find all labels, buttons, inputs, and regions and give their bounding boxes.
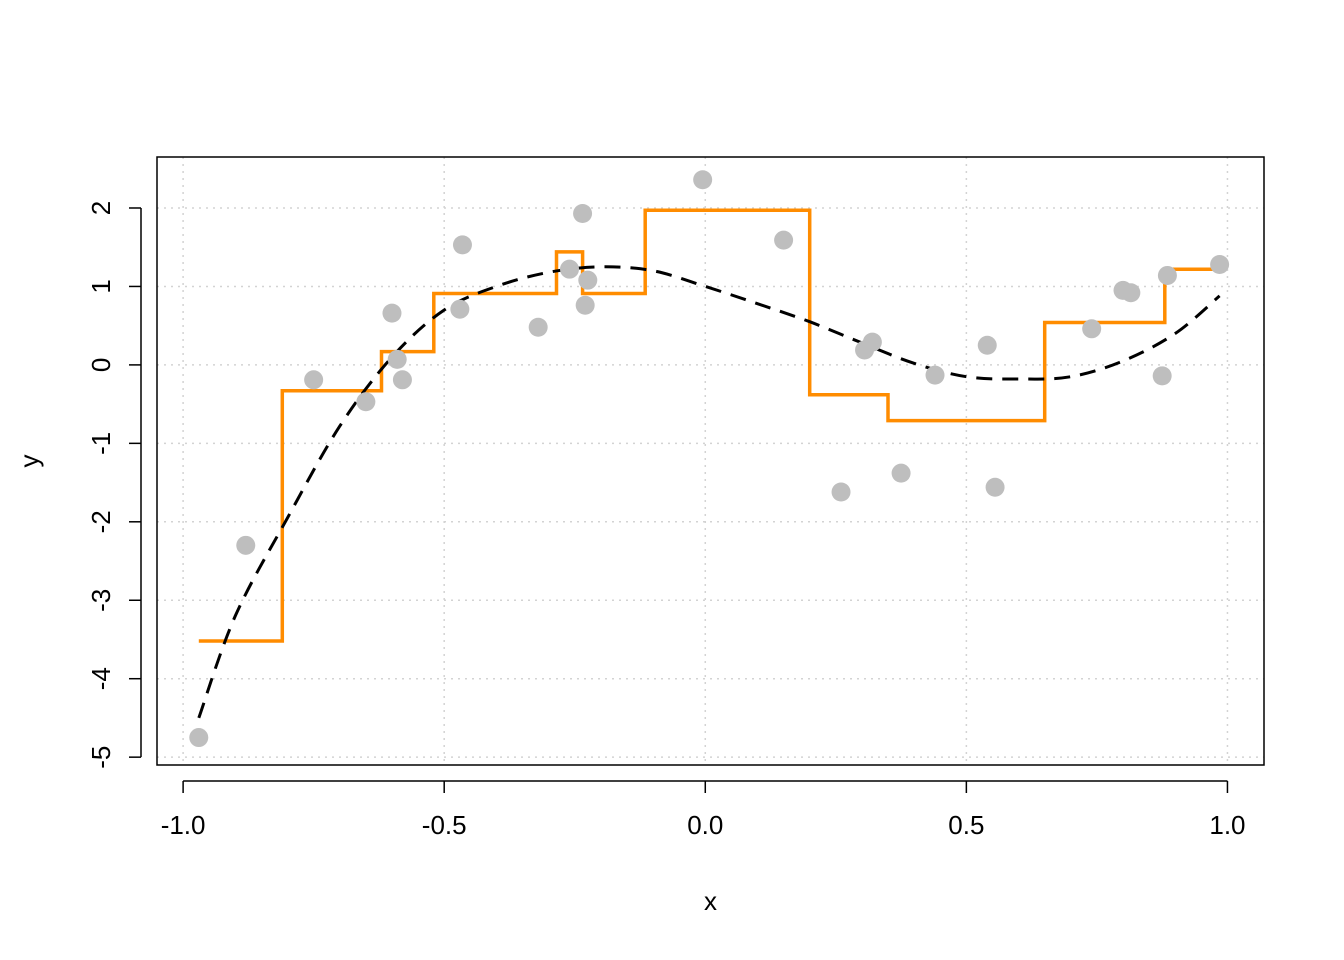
- scatter-point: [891, 463, 911, 483]
- scatter-point: [1082, 319, 1102, 339]
- x-tick-label: 0.0: [687, 810, 723, 840]
- scatter-point: [452, 235, 472, 255]
- plot-box: [156, 156, 1265, 766]
- scatter-point: [573, 203, 593, 223]
- y-tick-label: -3: [86, 589, 116, 612]
- scatter-point: [925, 365, 945, 385]
- scatter-point: [1210, 254, 1230, 274]
- scatter-point: [831, 482, 851, 502]
- scatter-point: [356, 392, 376, 412]
- scatter-point: [1152, 366, 1172, 386]
- scatter-point: [382, 303, 402, 323]
- scatter-point: [392, 370, 412, 390]
- scatter-point: [1121, 283, 1141, 303]
- y-tick-label: -5: [86, 746, 116, 769]
- step-function-line: [198, 208, 1220, 643]
- x-tick-label: 1.0: [1209, 810, 1245, 840]
- scatter-point: [977, 335, 997, 355]
- scatter-point: [985, 477, 1005, 497]
- y-tick-label: -4: [86, 667, 116, 690]
- x-tick-label: -0.5: [422, 810, 467, 840]
- y-tick-label: -1: [86, 432, 116, 455]
- scatter-point: [528, 317, 548, 337]
- scatter-points-layer: [189, 170, 1230, 748]
- x-tick-label: -1.0: [161, 810, 206, 840]
- scatter-point: [693, 170, 713, 190]
- scatter-point: [1157, 265, 1177, 285]
- y-tick-label: -2: [86, 510, 116, 533]
- scatter-point: [774, 230, 794, 250]
- scatter-point: [236, 535, 256, 555]
- dashed-curve-layer: [197, 265, 1221, 719]
- y-tick-label: 1: [86, 279, 116, 293]
- y-axis-label: y: [14, 455, 44, 468]
- step-function-layer: [198, 208, 1220, 643]
- axes-layer: -1.0 -0.5 0.0 0.5 1.0 -5 -4 -3 -2 -1 0 1 2: [86, 201, 1246, 840]
- dashed-fitted-curve: [197, 265, 1221, 719]
- scatter-point: [560, 259, 580, 279]
- x-tick-label: 0.5: [948, 810, 984, 840]
- scatter-point: [387, 349, 407, 369]
- scatter-point: [862, 332, 882, 352]
- scatter-point: [575, 295, 595, 315]
- y-tick-label: 2: [86, 201, 116, 215]
- x-axis-label: x: [704, 886, 717, 916]
- scatter-point: [304, 370, 324, 390]
- scatter-point: [450, 299, 470, 319]
- grid-lines: [157, 157, 1264, 765]
- y-tick-label: 0: [86, 358, 116, 372]
- scatter-point: [189, 728, 209, 748]
- scatter-point: [578, 270, 598, 290]
